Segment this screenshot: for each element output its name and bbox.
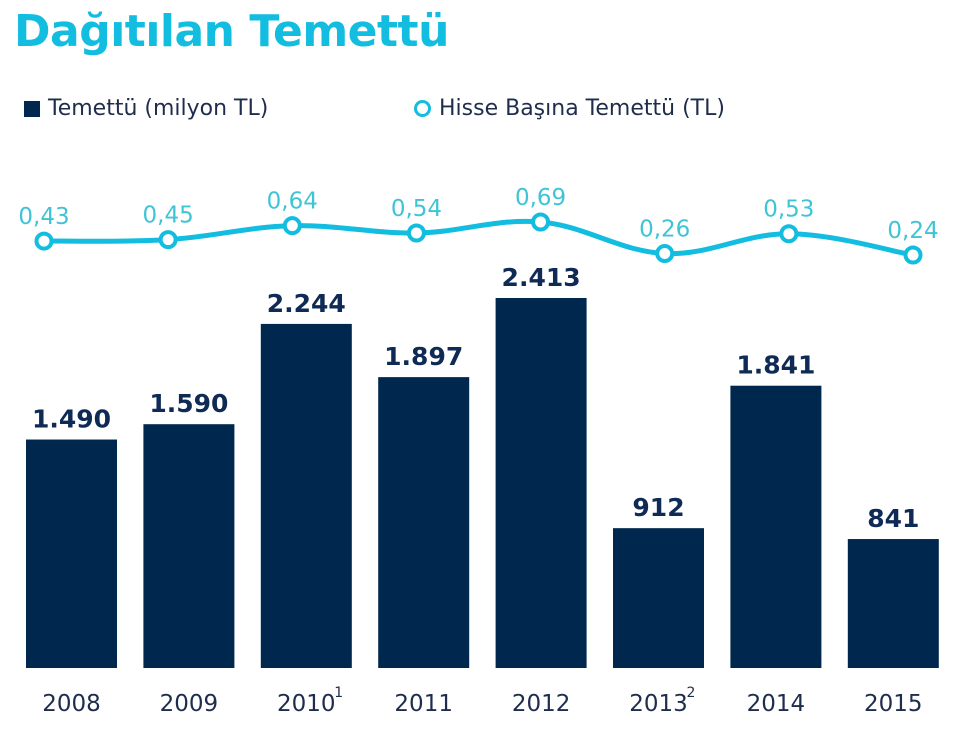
x-tick-2008: 2008 xyxy=(42,691,101,717)
bar-label-2014: 1.841 xyxy=(736,351,815,380)
x-footnote-2010: 1 xyxy=(334,685,343,701)
bar-2009 xyxy=(143,424,235,668)
x-tick-2009: 2009 xyxy=(160,691,219,717)
per-share-point-2010 xyxy=(282,216,302,236)
bar-2013 xyxy=(613,528,704,668)
per-share-label-2013: 0,26 xyxy=(639,217,690,243)
per-share-label-2014: 0,53 xyxy=(763,197,814,223)
per-share-label-2015: 0,24 xyxy=(887,218,938,244)
per-share-label-2008: 0,43 xyxy=(18,204,69,230)
bar-label-2008: 1.490 xyxy=(32,405,111,434)
bar-label-2015: 841 xyxy=(867,504,919,533)
bar-2008 xyxy=(26,439,117,668)
bar-label-2010: 2.244 xyxy=(267,289,346,318)
x-tick-2014: 2014 xyxy=(747,691,806,717)
legend-item-per-share: Hisse Başına Temettü (TL) xyxy=(414,96,725,121)
per-share-point-2009 xyxy=(158,230,178,250)
bar-2010 xyxy=(260,323,352,668)
legend-square-icon xyxy=(24,100,40,117)
legend-circle-icon xyxy=(414,100,431,117)
per-share-point-2014 xyxy=(779,224,799,244)
x-footnote-2013: 2 xyxy=(687,685,696,701)
x-tick-2013: 2013 xyxy=(629,691,688,717)
per-share-point-2008 xyxy=(34,231,54,251)
x-tick-2015: 2015 xyxy=(864,691,923,717)
bar-2012 xyxy=(495,298,587,668)
bar-label-2013: 912 xyxy=(632,493,684,522)
bar-label-2009: 1.590 xyxy=(149,389,228,418)
bar-2014 xyxy=(730,385,822,668)
legend-label-per-share: Hisse Başına Temettü (TL) xyxy=(439,96,725,121)
bar-2011 xyxy=(378,377,470,668)
per-share-label-2012: 0,69 xyxy=(515,185,566,211)
per-share-point-2012 xyxy=(531,212,551,232)
x-tick-2010: 2010 xyxy=(277,691,336,717)
legend-item-dividend: Temettü (milyon TL) xyxy=(24,96,268,121)
per-share-point-2015 xyxy=(903,245,923,265)
bar-label-2012: 2.413 xyxy=(502,263,581,292)
legend-label-dividend: Temettü (milyon TL) xyxy=(48,96,269,121)
per-share-point-2013 xyxy=(655,244,675,264)
per-share-label-2011: 0,54 xyxy=(391,196,442,222)
chart-title: Dağıtılan Temettü xyxy=(14,6,449,57)
per-share-point-2011 xyxy=(406,223,426,243)
per-share-line xyxy=(43,218,914,258)
x-tick-2012: 2012 xyxy=(512,691,571,717)
bar-2015 xyxy=(847,539,939,668)
per-share-label-2010: 0,64 xyxy=(267,189,318,215)
x-tick-2011: 2011 xyxy=(394,691,453,717)
per-share-label-2009: 0,45 xyxy=(143,203,194,229)
bar-label-2011: 1.897 xyxy=(384,342,463,371)
